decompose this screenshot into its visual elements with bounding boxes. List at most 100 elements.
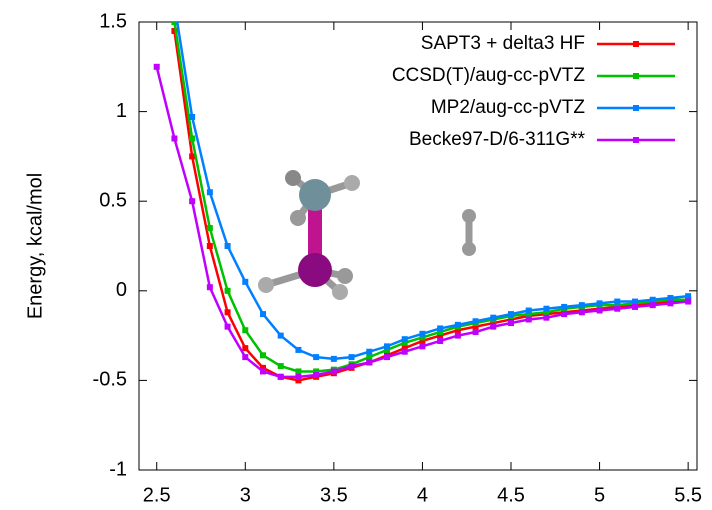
x-tick-label: 3.5 [320, 484, 348, 506]
data-point [525, 307, 532, 314]
data-point [508, 311, 514, 318]
data-point [277, 363, 284, 370]
data-point [632, 303, 638, 310]
data-point [472, 329, 479, 336]
data-point [260, 311, 266, 318]
y-axis-label: Energy, kcal/mol [24, 173, 46, 319]
data-point [206, 225, 213, 232]
data-point [295, 346, 302, 353]
data-point [667, 300, 674, 307]
data-point [578, 309, 585, 316]
data-point [685, 298, 692, 305]
plot-frame [138, 21, 698, 471]
data-point [313, 368, 320, 375]
data-point [277, 373, 284, 380]
data-point [171, 135, 178, 142]
data-point [525, 316, 532, 323]
x-tick-label: 5 [594, 484, 605, 506]
y-tick-label: 1 [116, 100, 127, 122]
data-point [224, 309, 231, 316]
data-point [242, 354, 249, 361]
data-point [437, 332, 444, 339]
data-point [260, 364, 266, 371]
data-point [348, 354, 355, 361]
y-tick-label: -1 [109, 458, 127, 480]
data-point [454, 321, 461, 328]
y-tick-label: 0 [116, 279, 127, 301]
legend-marker [633, 41, 639, 47]
data-point [614, 302, 621, 309]
data-point [295, 377, 302, 384]
legend-label: CCSD(T)/aug-cc-pVTZ [392, 65, 586, 86]
data-point [401, 348, 408, 355]
data-point [401, 345, 408, 352]
data-point [508, 320, 514, 327]
data-point [366, 359, 373, 366]
data-point [153, 63, 160, 70]
data-point [260, 352, 266, 359]
data-point [242, 327, 249, 334]
data-point [472, 323, 479, 330]
data-point [189, 198, 196, 205]
data-point [206, 189, 213, 196]
data-point [490, 320, 497, 327]
data-point [330, 355, 337, 362]
y-tick-label: 1.5 [99, 10, 127, 32]
data-point [206, 243, 213, 249]
data-point [561, 303, 568, 310]
data-point [295, 368, 302, 375]
data-point [242, 278, 249, 285]
data-point [401, 336, 408, 343]
data-point [596, 300, 603, 307]
data-point [224, 287, 231, 294]
data-point [206, 284, 213, 291]
data-point [561, 311, 568, 318]
data-point [685, 293, 692, 300]
data-point [667, 294, 674, 301]
data-point [543, 314, 550, 321]
data-point [313, 354, 320, 361]
x-tick-label: 2.5 [143, 484, 171, 506]
data-point [578, 302, 585, 309]
data-point [525, 311, 532, 318]
data-point [437, 337, 444, 344]
legend-marker [633, 105, 639, 111]
data-point [419, 330, 426, 337]
data-point [437, 329, 444, 336]
data-point [419, 337, 426, 344]
data-point [543, 309, 550, 316]
data-point [649, 296, 656, 303]
data-point [277, 332, 284, 339]
data-point [313, 372, 320, 379]
data-point [614, 305, 621, 312]
data-point [330, 368, 337, 375]
data-point [649, 302, 656, 309]
data-point [508, 316, 514, 323]
data-point [454, 327, 461, 334]
legend-marker [633, 73, 639, 79]
data-point [242, 345, 249, 352]
x-tick-label: 4 [417, 484, 428, 506]
data-point [419, 343, 426, 350]
data-point [472, 318, 479, 325]
data-point [189, 153, 196, 160]
data-point [614, 298, 621, 305]
y-tick-label: -0.5 [93, 369, 127, 391]
data-point [366, 348, 373, 355]
molecule [258, 170, 476, 300]
data-point [490, 314, 497, 321]
data-point [171, 1, 177, 7]
data-point [348, 363, 355, 370]
x-tick-label: 3 [240, 484, 251, 506]
legend-marker [633, 137, 639, 143]
data-point [543, 305, 550, 312]
data-point [295, 373, 302, 380]
data-point [384, 346, 390, 353]
data-point [401, 339, 408, 346]
data-point [632, 298, 638, 305]
data-point [384, 354, 390, 361]
y-tick-label: 0.5 [99, 189, 127, 211]
data-point [490, 323, 497, 330]
data-point [171, 27, 178, 34]
